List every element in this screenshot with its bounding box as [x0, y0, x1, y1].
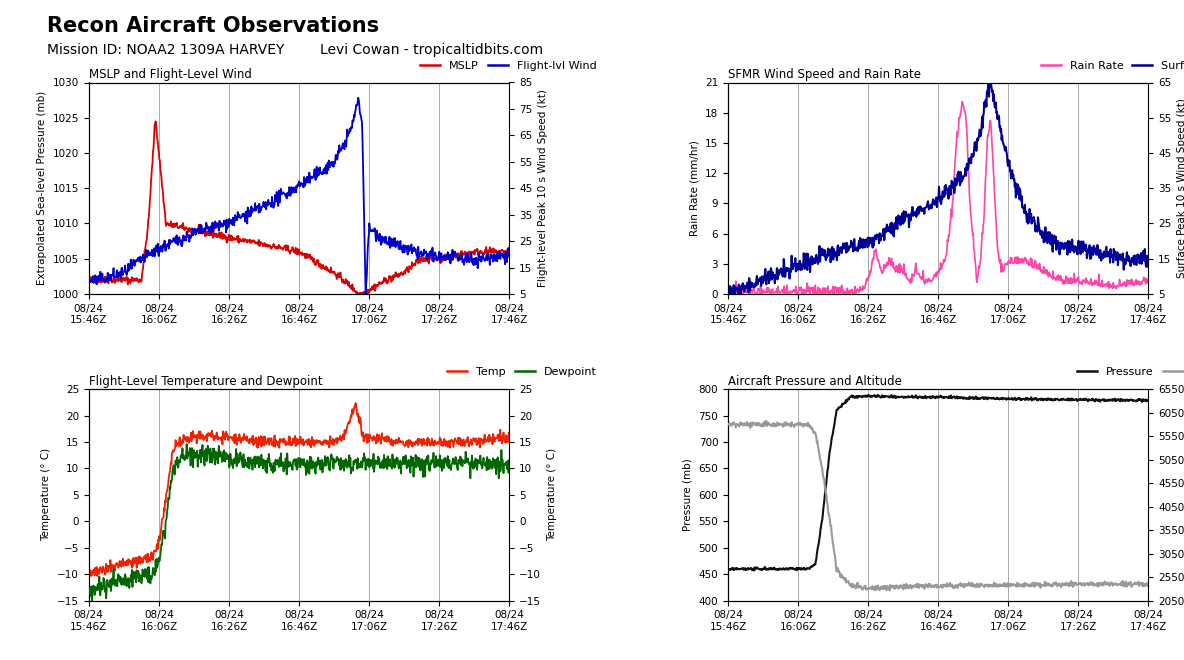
Legend: Pressure, Altitude: Pressure, Altitude — [1077, 367, 1184, 378]
Y-axis label: Temperature (° C): Temperature (° C) — [547, 448, 556, 541]
Y-axis label: Surface Peak 10 s Wind Speed (kt): Surface Peak 10 s Wind Speed (kt) — [1177, 98, 1184, 278]
Text: Mission ID: NOAA2 1309A HARVEY: Mission ID: NOAA2 1309A HARVEY — [47, 43, 284, 57]
Text: Flight-Level Temperature and Dewpoint: Flight-Level Temperature and Dewpoint — [89, 375, 322, 388]
Legend: MSLP, Flight-lvl Wind: MSLP, Flight-lvl Wind — [420, 61, 597, 71]
Legend: Temp, Dewpoint: Temp, Dewpoint — [448, 367, 597, 378]
Text: Recon Aircraft Observations: Recon Aircraft Observations — [47, 16, 380, 36]
Y-axis label: Rain Rate (mm/hr): Rain Rate (mm/hr) — [689, 141, 700, 236]
Text: Aircraft Pressure and Altitude: Aircraft Pressure and Altitude — [728, 375, 902, 388]
Text: MSLP and Flight-Level Wind: MSLP and Flight-Level Wind — [89, 69, 252, 81]
Text: Levi Cowan - tropicaltidbits.com: Levi Cowan - tropicaltidbits.com — [320, 43, 542, 57]
Y-axis label: Pressure (mb): Pressure (mb) — [683, 459, 693, 531]
Y-axis label: Extrapolated Sea-level Pressure (mb): Extrapolated Sea-level Pressure (mb) — [37, 91, 47, 285]
Text: SFMR Wind Speed and Rain Rate: SFMR Wind Speed and Rain Rate — [728, 69, 921, 81]
Y-axis label: Flight-level Peak 10 s Wind Speed (kt): Flight-level Peak 10 s Wind Speed (kt) — [538, 89, 548, 287]
Y-axis label: Temperature (° C): Temperature (° C) — [41, 448, 52, 541]
Legend: Rain Rate, Surface Wind: Rain Rate, Surface Wind — [1041, 61, 1184, 71]
